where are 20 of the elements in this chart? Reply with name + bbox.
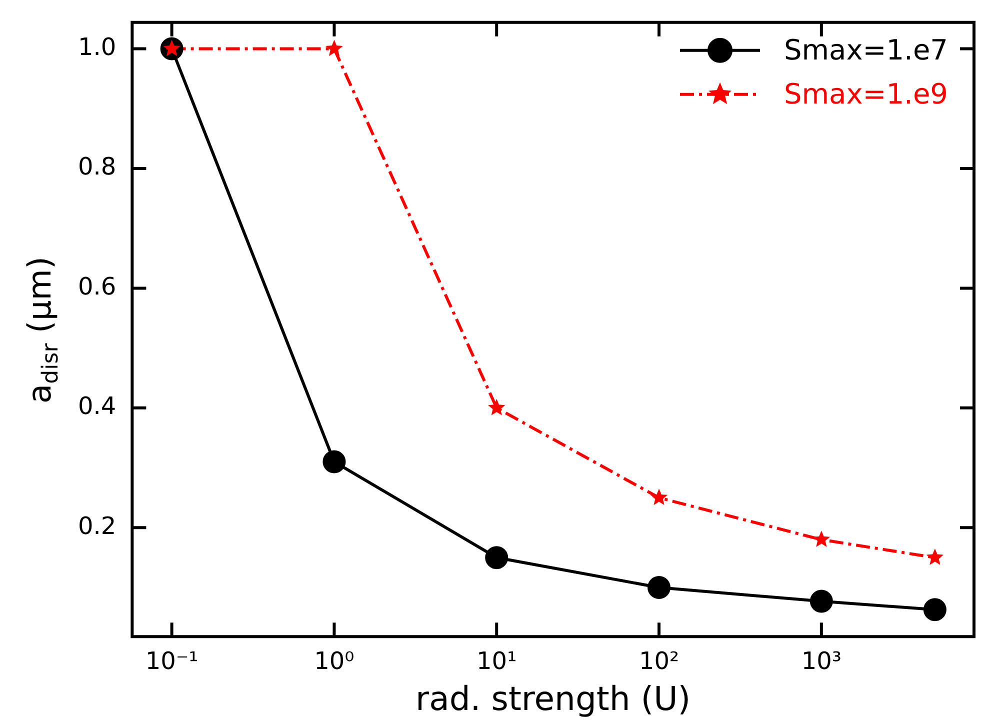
x-tick-label: 10⁰ [314,647,354,676]
point [322,450,346,474]
x-tick-label: 10⁻¹ [145,647,198,676]
point [488,398,506,416]
legend-label: Smax=1.e7 [784,34,948,67]
legend-label: Smax=1.e9 [784,78,948,111]
point [326,40,343,56]
x-tick-label: 10² [638,647,680,676]
y-tick-label: 0.4 [78,392,116,420]
x-tick-label: 10³ [801,647,842,676]
y-tick-label: 0.8 [78,152,116,181]
x-tick-label: 10¹ [476,647,517,676]
y-tick-label: 0.6 [78,272,116,300]
point [810,590,833,613]
point [648,576,671,600]
y-tick-label: 1.0 [78,32,116,61]
y-tick-label: 0.2 [78,512,116,540]
point [485,546,508,570]
x-axis-title: rad. strength (U) [416,678,691,718]
point [650,488,668,505]
